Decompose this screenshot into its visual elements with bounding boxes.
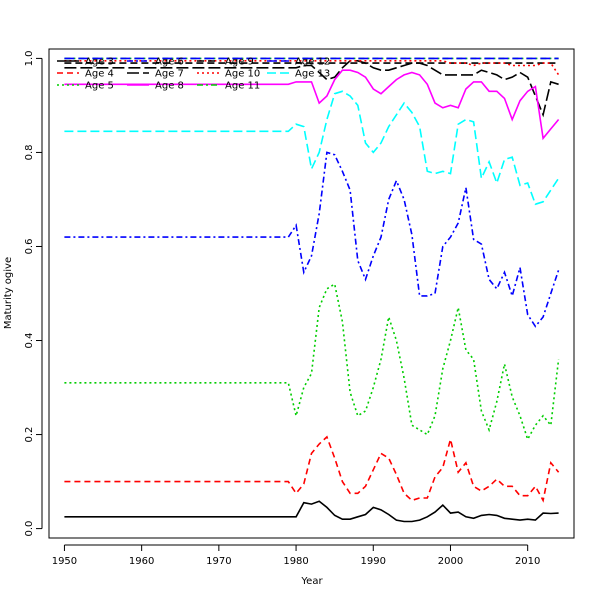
y-tick-label: 0.4 bbox=[24, 333, 35, 349]
series-layer bbox=[64, 57, 560, 523]
y-tick-label: 0.6 bbox=[24, 239, 35, 255]
y-tick-label: 0.2 bbox=[24, 427, 35, 443]
x-tick-label: 1960 bbox=[129, 556, 154, 567]
y-tick-label: 0.0 bbox=[24, 521, 35, 537]
series-line-age-3 bbox=[64, 500, 559, 523]
legend-label: Age 5 bbox=[85, 81, 114, 92]
legend-label: Age 12 bbox=[295, 57, 330, 68]
y-tick-label: 1.0 bbox=[24, 50, 35, 66]
series-line-age-13 bbox=[64, 90, 560, 206]
series-line-age-5 bbox=[64, 282, 560, 442]
x-tick-label: 2010 bbox=[515, 556, 540, 567]
x-axis: 1950 1960 1970 1980 1990 2000 2010 bbox=[52, 544, 540, 567]
y-tick-label: 0.8 bbox=[24, 144, 35, 160]
y-axis: 0.0 0.2 0.4 0.6 0.8 1.0 bbox=[24, 50, 43, 537]
legend-label: Age 3 bbox=[85, 57, 114, 68]
x-tick-label: 1970 bbox=[206, 556, 231, 567]
legend-label: Age 6 bbox=[155, 57, 184, 68]
legend-label: Age 4 bbox=[85, 69, 114, 80]
x-axis-label: Year bbox=[300, 576, 323, 587]
legend-label: Age 11 bbox=[225, 81, 260, 92]
legend-label: Age 10 bbox=[225, 69, 260, 80]
series-line-age-6 bbox=[64, 151, 560, 328]
plot-frame bbox=[48, 48, 575, 539]
x-tick-label: 1990 bbox=[361, 556, 386, 567]
series-line-age-4 bbox=[64, 435, 560, 503]
legend-label: Age 13 bbox=[295, 69, 330, 80]
x-tick-label: 1980 bbox=[283, 556, 308, 567]
x-tick-label: 1950 bbox=[52, 556, 77, 567]
legend-label: Age 7 bbox=[155, 69, 184, 80]
legend-label: Age 8 bbox=[155, 81, 184, 92]
series-line-age-8 bbox=[64, 69, 560, 141]
legend-label: Age 9 bbox=[225, 57, 254, 68]
y-axis-label: Maturity ogive bbox=[3, 257, 14, 329]
x-tick-label: 2000 bbox=[438, 556, 463, 567]
series-line-age-7 bbox=[64, 59, 559, 118]
